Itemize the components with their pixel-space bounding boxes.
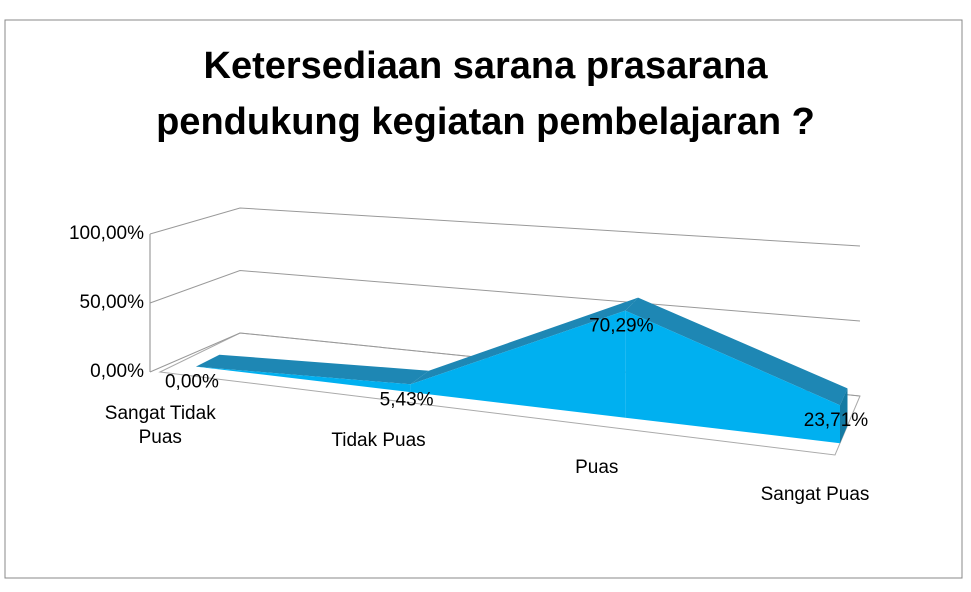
y-tick-label: 50,00% <box>80 292 145 313</box>
x-tick-label: Sangat Tidak Puas <box>104 403 216 449</box>
ribbon-end <box>840 388 848 444</box>
data-label: 23,71% <box>804 410 869 431</box>
ribbon-top <box>195 354 429 385</box>
data-label: 5,43% <box>380 389 434 410</box>
chart-title: Ketersediaan sarana prasarana pendukung … <box>156 45 815 143</box>
grid-line <box>149 269 861 322</box>
data-label: 0,00% <box>165 372 219 393</box>
y-tick-label: 100,00% <box>69 223 144 244</box>
grid-line <box>149 207 861 247</box>
x-tick-label: Puas <box>575 457 619 479</box>
y-tick-label: 0,00% <box>90 361 144 382</box>
ribbon-front <box>625 310 840 444</box>
x-tick-label: Tidak Puas <box>331 430 426 452</box>
ribbon-top <box>625 297 848 406</box>
x-tick-label: Sangat Puas <box>760 484 870 505</box>
ribbon-top <box>410 297 639 385</box>
ribbon-front <box>195 366 411 393</box>
ribbon-front <box>410 310 626 418</box>
data-label: 70,29% <box>589 316 654 337</box>
chart-frame <box>4 19 963 579</box>
